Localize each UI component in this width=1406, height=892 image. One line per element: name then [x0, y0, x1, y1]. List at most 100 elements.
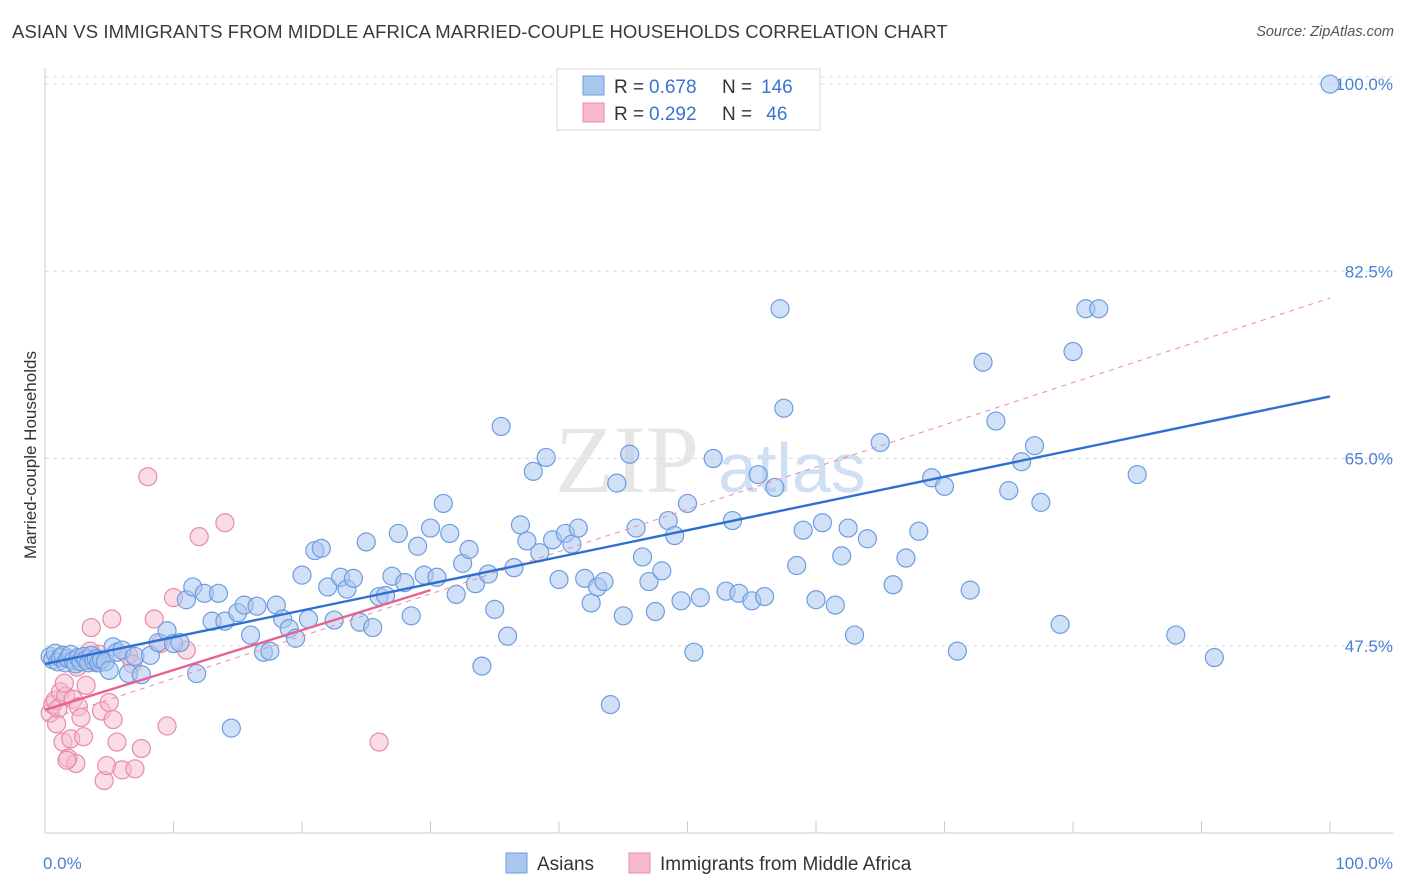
africa-point [144, 609, 164, 629]
asian-point [568, 518, 588, 538]
asian-point [632, 547, 653, 567]
legend-asians-n-label: N = [722, 77, 752, 98]
asian-point [343, 568, 363, 588]
africa-point [102, 609, 122, 629]
asian-point [491, 416, 511, 437]
chart-title: ASIAN VS IMMIGRANTS FROM MIDDLE AFRICA M… [12, 21, 948, 42]
y-tick-label-1: 65.0% [1345, 450, 1393, 469]
asian-point [1024, 436, 1045, 456]
asian-point [684, 642, 704, 662]
asian-point [620, 444, 640, 464]
africa-point [54, 673, 74, 693]
asian-point [1031, 492, 1051, 512]
asian-point [170, 632, 190, 653]
africa-point [57, 750, 77, 770]
asian-point [896, 548, 916, 568]
asian-point [420, 518, 441, 538]
asian-point [639, 571, 659, 592]
asian-point [812, 513, 833, 533]
asian-point [677, 493, 698, 514]
legend-africa-r-value: 0.292 [649, 104, 697, 125]
asian-point [472, 656, 492, 676]
asian-point [793, 520, 813, 540]
asian-point [626, 518, 646, 538]
africa-point [125, 759, 145, 779]
y-tick-label-0: 47.5% [1345, 637, 1393, 656]
legend-asians-r-value: 0.678 [649, 77, 697, 98]
asian-point [883, 575, 903, 595]
asian-point [857, 529, 878, 549]
asian-point [485, 599, 505, 619]
y-tick-label-2: 82.5% [1345, 262, 1393, 281]
asian-point [1050, 614, 1070, 634]
asian-point [498, 626, 518, 646]
asian-point [754, 586, 775, 607]
asian-point [934, 476, 955, 496]
top-legend: R = 0.678 N = 146 R = 0.292 N = 46 [556, 68, 821, 131]
asian-point [645, 601, 665, 622]
watermark: ZIP atlas [555, 406, 866, 513]
africa-point [189, 527, 209, 547]
africa-point [99, 692, 119, 713]
bottom-legend-swatch-asians [505, 852, 528, 874]
asian-point [388, 523, 408, 544]
grid-lines [45, 76, 1393, 647]
asian-point [1320, 74, 1340, 94]
africa-point [138, 467, 158, 487]
asian-point [770, 299, 790, 319]
africa-point [157, 716, 177, 736]
asian-point [318, 577, 338, 597]
legend-asians-n-value: 146 [761, 77, 793, 98]
africa-point [76, 675, 96, 695]
asian-point [363, 617, 383, 638]
africa-point [71, 707, 91, 728]
asian-point [401, 606, 421, 626]
asian-point [748, 464, 768, 485]
asian-point [832, 546, 852, 566]
asian-point [703, 448, 723, 469]
x-tick-label-1: 100.0% [1335, 854, 1393, 873]
asian-point [600, 695, 621, 715]
africa-point [369, 732, 389, 752]
watermark-atlas: atlas [718, 429, 866, 507]
africa-point [103, 709, 123, 730]
asian-point [260, 641, 280, 661]
asian-trend-line [44, 395, 1331, 666]
asian-point [652, 561, 672, 581]
legend-africa-n-label: N = [722, 104, 752, 125]
x-tick-label-0: 0.0% [43, 854, 82, 873]
asian-point [870, 432, 890, 453]
africa-point [107, 732, 127, 752]
africa-trend-line [44, 588, 431, 712]
asian-point [1089, 299, 1109, 319]
asian-point [549, 569, 569, 590]
bottom-legend-africa: Immigrants from Middle Africa [660, 854, 912, 875]
asian-point [838, 518, 858, 538]
asian-point [523, 461, 543, 481]
chart-source: Source: ZipAtlas.com [1256, 24, 1394, 40]
asian-point [844, 625, 865, 645]
asian-point [1063, 341, 1083, 362]
asian-point [459, 539, 479, 560]
y-tick-label-3: 100.0% [1335, 75, 1393, 94]
asian-point [787, 555, 807, 576]
y-axis-title: Married-couple Households [21, 351, 40, 559]
asian-point [671, 591, 691, 611]
legend-africa-n-value: 46 [761, 104, 787, 125]
asian-point [536, 447, 556, 468]
legend-swatch-asians [582, 75, 605, 96]
trend-lines [44, 297, 1331, 722]
asian-point [208, 583, 229, 603]
asian-point [241, 625, 261, 645]
asian-point [581, 593, 601, 613]
asian-point [973, 352, 993, 372]
series-asian-points [40, 74, 1340, 738]
asian-point [774, 398, 794, 418]
tick-labels: 47.5% 65.0% 82.5% 100.0% 0.0% 100.0% [43, 75, 1393, 873]
asian-point [607, 473, 627, 493]
asian-point [446, 584, 466, 605]
asian-point [247, 596, 267, 616]
asian-point [1166, 625, 1186, 645]
asian-point [960, 580, 980, 600]
asian-point [356, 532, 376, 552]
